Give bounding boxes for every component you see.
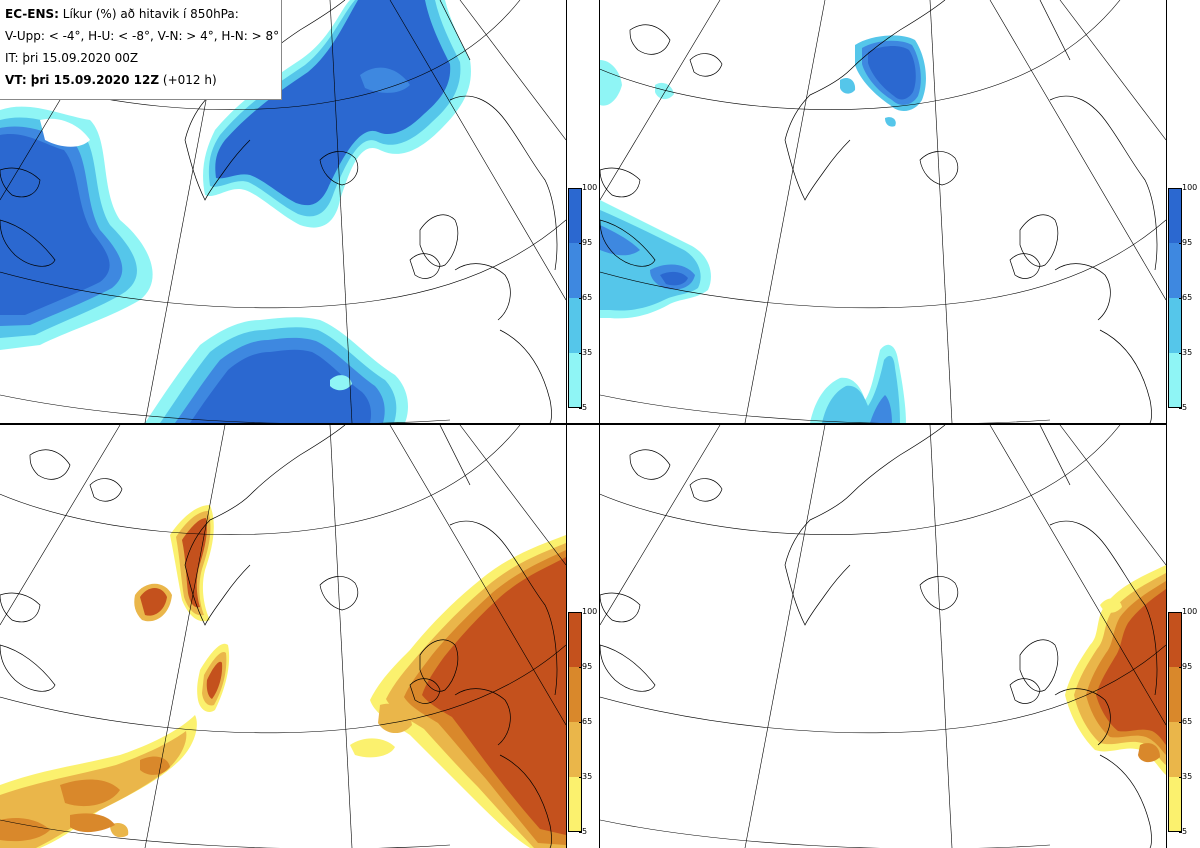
vertical-divider-left [566, 0, 567, 848]
colorbar-tick-label: 65 [578, 717, 593, 726]
coastlines [0, 425, 558, 848]
probability-map-upper-right [600, 0, 1166, 423]
colorbar-tick-label: 100 [1178, 183, 1198, 192]
model-label: EC-ENS: [5, 7, 59, 21]
colorbar-warm-lower-left: 100 95 65 35 5 [568, 608, 598, 836]
colorbar-segment [1168, 243, 1182, 298]
map-panel-lower-left [0, 425, 566, 848]
colorbar-tick-label: 5 [1178, 827, 1188, 836]
vertical-divider-right [599, 0, 600, 848]
coastlines [600, 425, 1158, 848]
colorbar-segment [1168, 353, 1182, 408]
colorbar-segment [568, 612, 582, 667]
thresholds-line: V-Upp: < -4°, H-U: < -8°, V-N: > 4°, H-N… [5, 29, 280, 43]
colorbar-tick-label: 35 [578, 348, 593, 357]
probability-field [0, 505, 566, 848]
map-info-box: EC-ENS: Líkur (%) að hitavik í 850hPa: V… [0, 0, 282, 100]
colorbar-tick-label: 5 [578, 827, 588, 836]
probability-field [0, 0, 471, 423]
colorbar-tick-label: 100 [1178, 607, 1198, 616]
map-panel-lower-right [600, 425, 1166, 848]
colorbar-segment [1168, 777, 1182, 832]
colorbar-tick-label: 95 [578, 662, 593, 671]
graticule [600, 425, 1166, 848]
title-line: EC-ENS: Líkur (%) að hitavik í 850hPa: [5, 4, 276, 26]
colorbar-tick-label: 100 [578, 183, 598, 192]
colorbar-segment [568, 188, 582, 243]
probability-field [1065, 565, 1166, 775]
colorbar-tick-label: 65 [578, 293, 593, 302]
colorbar-cold-upper-left: 100 95 65 35 5 [568, 184, 598, 412]
probability-map-lower-left [0, 425, 566, 848]
init-time-line: IT: þri 15.09.2020 00Z [5, 51, 139, 65]
colorbar-segment [568, 722, 582, 777]
colorbar-tick-label: 35 [1178, 772, 1193, 781]
colorbar-tick-label: 95 [1178, 238, 1193, 247]
colorbar-segment [568, 353, 582, 408]
coastlines [600, 0, 1158, 423]
colorbar-tick-label: 5 [578, 403, 588, 412]
map-panel-upper-right [600, 0, 1166, 423]
colorbar-segment [568, 667, 582, 722]
probability-field [600, 35, 926, 423]
graticule [600, 0, 1166, 423]
colorbar-segment [568, 777, 582, 832]
colorbar-tick-label: 35 [578, 772, 593, 781]
colorbar-segment [1168, 188, 1182, 243]
colorbar-tick-label: 95 [1178, 662, 1193, 671]
title-text: Líkur (%) að hitavik í 850hPa: [62, 7, 239, 21]
colorbar-segment [1168, 298, 1182, 353]
colorbar-tick-label: 5 [1178, 403, 1188, 412]
right-border [1166, 0, 1167, 848]
colorbar-segment [568, 243, 582, 298]
valid-time-line: VT: þri 15.09.2020 12Z (+012 h) [5, 70, 276, 92]
probability-map-lower-right [600, 425, 1166, 848]
colorbar-tick-label: 35 [1178, 348, 1193, 357]
colorbar-segment [1168, 667, 1182, 722]
colorbar-tick-label: 65 [1178, 293, 1193, 302]
colorbar-segment [1168, 612, 1182, 667]
valid-time-label: VT: þri 15.09.2020 12Z [5, 73, 160, 87]
graticule [0, 425, 566, 848]
lead-time: (+012 h) [162, 73, 217, 87]
horizontal-divider [0, 423, 1166, 425]
colorbar-warm-lower-right: 100 95 65 35 5 [1168, 608, 1198, 836]
colorbar-tick-label: 95 [578, 238, 593, 247]
colorbar-segment [1168, 722, 1182, 777]
colorbar-segment [568, 298, 582, 353]
colorbar-tick-label: 65 [1178, 717, 1193, 726]
colorbar-cold-upper-right: 100 95 65 35 5 [1168, 184, 1198, 412]
colorbar-tick-label: 100 [578, 607, 598, 616]
